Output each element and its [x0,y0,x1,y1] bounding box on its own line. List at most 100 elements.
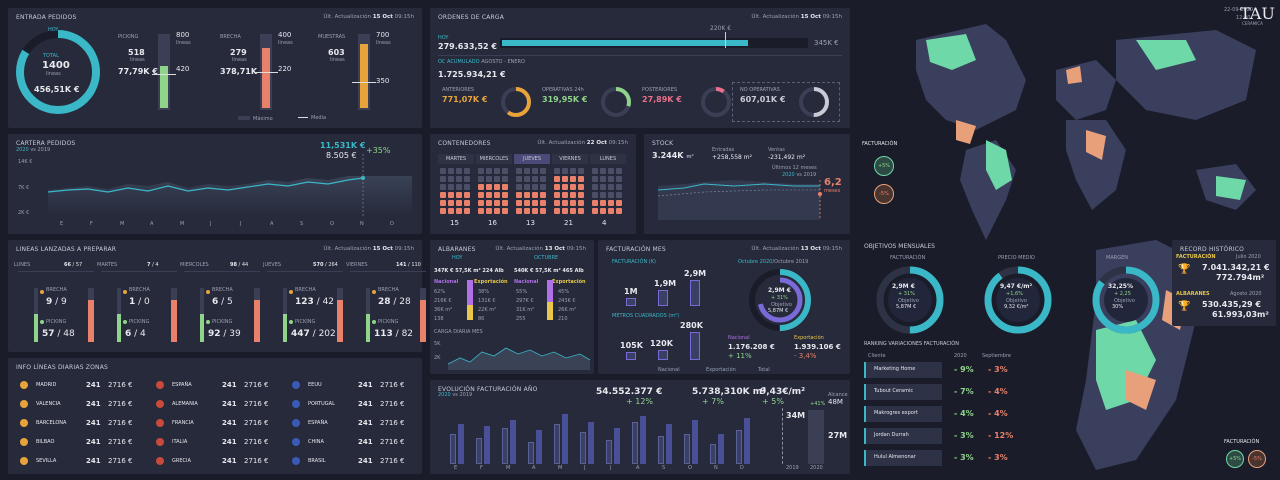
rec-f-date: Julio 2020 [1236,254,1261,260]
obj-ring [984,266,1052,334]
col-mid: 350 [376,77,390,85]
logo: TAU [1240,4,1275,23]
col-unit: lineas [330,57,345,63]
m2-bar [658,350,668,360]
container-cell [554,208,560,214]
ring-value: 771,07K € [442,95,488,104]
day-tab[interactable]: LUNES [590,154,626,164]
rank-client-cell [864,450,942,466]
pick-label: PICKING [295,319,316,325]
month-label: E [454,465,458,471]
target-marker [725,32,726,48]
hoy-progress-track [500,32,808,48]
out-value: -231,492 m² [768,154,806,161]
bar-2020 [640,416,646,464]
obj-target: 5,87M € [896,304,917,310]
bar-2019 [554,424,560,464]
col-max: 800 [176,31,190,39]
container-cell [532,200,538,206]
acum-label: OC ACUMULADO AGOSTO - ENERO [438,59,525,65]
zone-money: 2716 € [108,438,133,446]
month-label: F [90,221,93,227]
oct-label: Octubre 2020/Octubre 2019 [738,259,809,265]
ring-chart [701,87,731,117]
zone-name: VALENCIA [36,401,61,407]
nac-label: Nacional [728,335,750,341]
carga-ymid: 2K [434,355,441,361]
container-cell [486,176,492,182]
container-cell [578,200,584,206]
trophy-icon: 🏆 [1178,301,1191,312]
alb-cell: 131K € [478,298,496,304]
m2-bar-label: 120K [650,339,673,348]
container-cell [608,200,614,206]
container-cell [440,184,446,190]
container-cell [448,184,454,190]
month-label: J [610,465,612,471]
container-cell [524,176,530,182]
col-value: 518 [128,48,145,57]
flag-icon [20,400,28,408]
bar-2019 [710,444,716,464]
container-cell [494,176,500,182]
update-info: Últ. Actualización 15 Oct 09:15h [323,246,414,252]
container-cell [532,176,538,182]
zone-name: BILBAO [36,439,55,445]
update-info: Últ. Actualización 13 Oct 09:15h [495,246,586,252]
container-cell [464,168,470,174]
container-cell [578,176,584,182]
alb-cell: 297K € [516,298,534,304]
container-cell [616,192,622,198]
obj-delta: +1,6% [1006,291,1023,297]
nac-label: Nacional [434,279,459,285]
logo-sub: CERAMICA [1242,21,1263,26]
m2-bar [690,332,700,360]
day-tab[interactable]: MARTES [438,154,474,164]
container-cell [532,184,538,190]
obj-value: 2,9M € [892,283,915,290]
legend-minus: -5% [874,184,894,204]
day-label: MARTES [97,262,118,268]
alb-cell: 26K m² [558,307,577,313]
container-cell [502,208,508,214]
day-tab[interactable]: VIERNES [552,154,588,164]
zone-lines: 241 [222,457,237,465]
exp-value: 1.939.106 € [794,343,841,351]
alb-cell: 45% [558,289,570,295]
ring-chart [501,87,531,117]
world-map [916,24,1256,470]
bar-2020 [458,424,464,464]
rec-a-value: 530.435,29 € [1202,300,1261,309]
bar-2019 [528,442,534,464]
container-cell [540,200,546,206]
alb-cell: 55% [516,289,528,295]
total-ring [16,30,100,114]
panel-title: FACTURACIÓN MES [606,246,666,253]
bar-fill [337,300,343,342]
nac-delta: + 11% [728,352,752,360]
day-tab[interactable]: MIERCOLES [476,154,512,164]
container-cell [486,208,492,214]
zone-money: 2716 € [380,400,405,408]
ring-value: 2,9M € [768,287,791,294]
kpi1: 54.552.377 € [596,387,663,397]
container-cell [570,168,576,174]
bar-2019 [580,432,586,464]
container-cell [616,176,622,182]
day-tab[interactable]: JUEVES [514,154,550,164]
container-cell [456,208,462,214]
cartera-pedidos-panel: CARTERA PEDIDOS 2020 vs 2019 11,531K € 8… [8,134,422,234]
flag-icon [20,419,28,427]
objetivos-area: OBJETIVOS MENSUALES FACTURACIÓN 2,9M € + 3… [858,240,1170,334]
bar-fill [117,314,121,342]
container-cell [616,208,622,214]
map-legend-title: FACTURACIÓN [862,141,898,147]
zone-name: FRANCIA [172,420,194,426]
bar-2020 [510,420,516,464]
day-label: MIERCOLES [180,262,209,268]
container-cell [494,168,500,174]
exp-label: Exportación [794,335,824,341]
container-cell [592,184,598,190]
zone-name: ITALIA [172,439,188,445]
obj-target-label: Objetivo [1114,298,1135,304]
